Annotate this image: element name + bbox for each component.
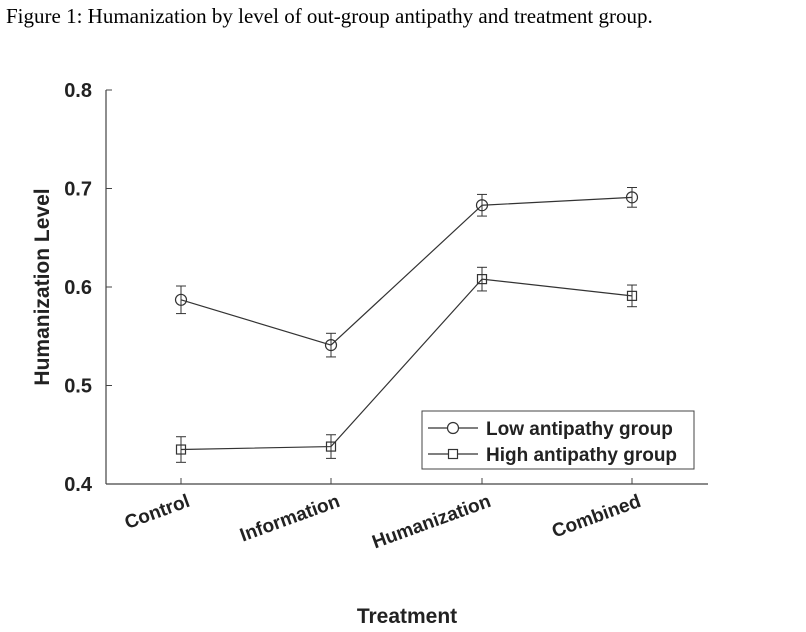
data-point-circle [625,191,639,204]
legend-label: High antipathy group [486,445,677,466]
figure-caption: Figure 1: Humanization by level of out-g… [6,4,653,28]
data-point-circle [324,339,338,352]
y-tick-label: 0.5 [64,376,92,398]
series-line-high-antipathy [180,278,633,451]
data-point-square [626,290,638,301]
x-tick-label: Control [122,491,193,534]
y-tick-label: 0.6 [64,277,92,299]
series-group [174,187,639,463]
data-point-circle [174,293,188,306]
data-point-square [476,274,488,285]
legend-box [421,410,695,470]
x-ticks: Control Information Humanization Combined [122,478,644,553]
y-ticks: 0.4 0.5 0.6 0.7 0.8 [64,80,112,496]
x-tick-label: Combined [549,491,643,543]
x-axis-label: Treatment [357,605,457,628]
data-point-circle [475,199,489,212]
legend-marker-square [447,448,459,460]
legend-label: Low antipathy group [486,419,673,440]
y-tick-label: 0.8 [64,80,92,102]
data-point-square [325,441,337,452]
legend: Low antipathy group High antipathy group [421,410,695,470]
legend-marker-circle [446,421,460,435]
x-tick-label: Information [237,491,342,546]
y-axis-label: Humanization Level [31,188,54,385]
series-line-low-antipathy [180,196,633,346]
y-tick-label: 0.4 [64,474,93,496]
y-tick-label: 0.7 [64,179,92,201]
data-point-square [175,444,187,455]
x-tick-label: Humanization [369,491,493,553]
